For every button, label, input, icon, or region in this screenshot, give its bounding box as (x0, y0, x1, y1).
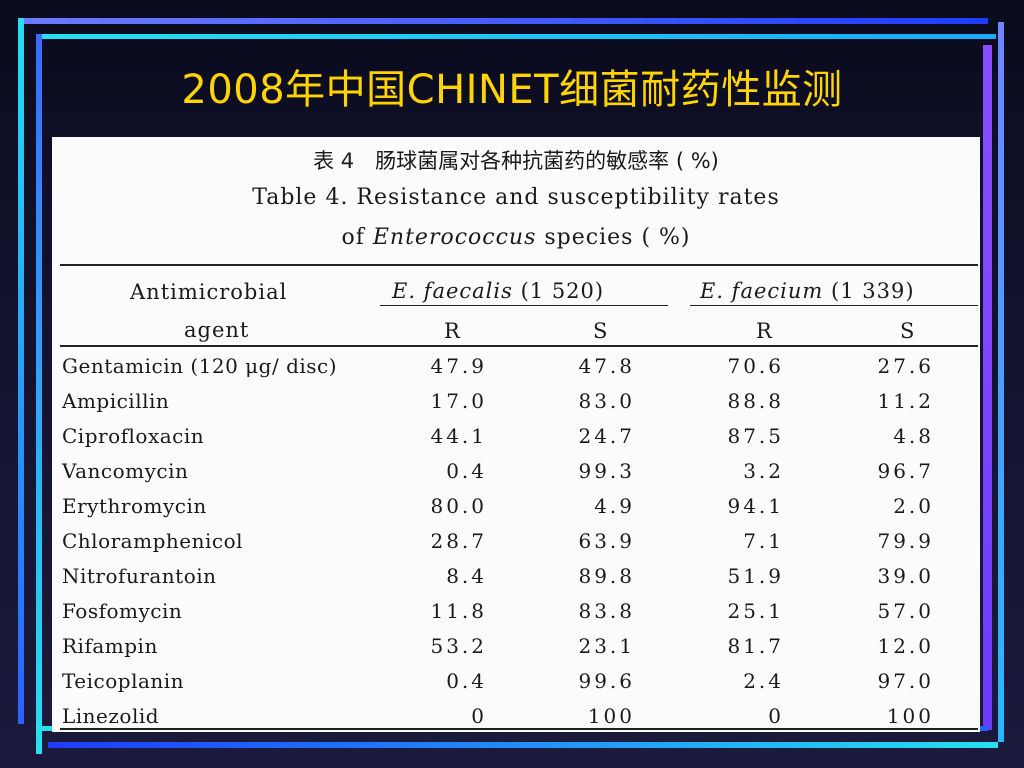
faecalis-group-rule (380, 305, 668, 306)
frame-bar-left (18, 18, 24, 724)
cell-faecium-r: 51.9 (727, 564, 784, 588)
cell-faecalis-r: 0.4 (446, 669, 487, 693)
cell-faecalis-r: 44.1 (430, 424, 487, 448)
header-agent-line1: Antimicrobial (130, 280, 288, 304)
cell-faecalis-s: 83.0 (578, 389, 635, 413)
caption-suffix: species ( %) (544, 225, 691, 250)
cell-faecium-r: 81.7 (727, 634, 784, 658)
cell-faecalis-s: 99.3 (578, 459, 635, 483)
cell-faecalis-s: 23.1 (578, 634, 635, 658)
cell-faecalis-s: 47.8 (578, 354, 635, 378)
faecium-group-rule (690, 305, 978, 306)
table-top-rule (60, 264, 978, 266)
header-agent-line2: agent (184, 318, 250, 342)
cell-faecalis-s: 63.9 (578, 529, 635, 553)
cell-faecium-r: 94.1 (727, 494, 784, 518)
cell-faecium-s: 57.0 (877, 599, 934, 623)
header-faecalis-count: (1 520) (520, 279, 605, 303)
cell-faecium-s: 2.0 (893, 494, 934, 518)
cell-faecalis-r: 80.0 (430, 494, 487, 518)
cell-faecium-r: 88.8 (727, 389, 784, 413)
cell-faecium-r: 3.2 (743, 459, 784, 483)
cell-faecium-s: 39.0 (877, 564, 934, 588)
cell-faecium-s: 100 (886, 704, 934, 728)
agent-name: Ampicillin (62, 389, 170, 413)
caption-prefix: of (341, 225, 365, 250)
header-faecium-count: (1 339) (831, 279, 915, 303)
frame-bar-top-inner (36, 34, 996, 39)
cell-faecium-s: 4.8 (893, 424, 934, 448)
table-caption-en-line1: Table 4. Resistance and susceptibility r… (252, 185, 780, 210)
header-group-faecium: E. faecium (1 339) (700, 279, 915, 303)
cell-faecium-s: 97.0 (877, 669, 934, 693)
frame-bar-right (983, 45, 992, 730)
cell-faecalis-s: 83.8 (578, 599, 635, 623)
header-faecium-r: R (756, 319, 773, 343)
header-bottom-rule (60, 345, 978, 347)
cell-faecium-s: 79.9 (877, 529, 934, 553)
agent-name: Fosfomycin (62, 599, 183, 623)
cell-faecalis-s: 89.8 (578, 564, 635, 588)
table-caption-zh: 表 4 肠球菌属对各种抗菌药的敏感率 ( %) (313, 149, 719, 173)
frame-bar-bottom (48, 742, 998, 748)
agent-name: Vancomycin (62, 459, 189, 483)
frame-bar-top (18, 18, 988, 24)
header-faecalis-r: R (444, 319, 461, 343)
cell-faecium-s: 27.6 (877, 354, 934, 378)
table-caption-en-line2: of Enterococcus species ( %) (52, 225, 980, 250)
cell-faecium-s: 96.7 (877, 459, 934, 483)
header-faecalis-name: E. faecalis (392, 279, 513, 303)
cell-faecalis-s: 4.9 (594, 494, 635, 518)
cell-faecium-r: 70.6 (727, 354, 784, 378)
agent-name: Linezolid (62, 704, 160, 728)
cell-faecalis-r: 53.2 (430, 634, 487, 658)
cell-faecalis-r: 8.4 (446, 564, 487, 588)
cell-faecium-s: 12.0 (877, 634, 934, 658)
cell-faecalis-s: 24.7 (578, 424, 635, 448)
slide-title: 2008年中国CHINET细菌耐药性监测 (181, 67, 843, 113)
cell-faecalis-r: 28.7 (430, 529, 487, 553)
cell-faecalis-r: 0.4 (446, 459, 487, 483)
cell-faecalis-r: 17.0 (430, 389, 487, 413)
caption-genus: Enterococcus (372, 225, 537, 250)
header-group-faecalis: E. faecalis (1 520) (392, 279, 604, 303)
cell-faecium-r: 7.1 (743, 529, 784, 553)
agent-name: Rifampin (62, 634, 158, 658)
agent-name: Nitrofurantoin (62, 564, 217, 588)
cell-faecium-r: 87.5 (727, 424, 784, 448)
header-faecalis-s: S (593, 319, 609, 343)
table-image: 表 4 肠球菌属对各种抗菌药的敏感率 ( %) Table 4. Resista… (52, 137, 980, 732)
cell-faecalis-r: 0 (471, 704, 487, 728)
agent-name: Chloramphenicol (62, 529, 244, 553)
table-bottom-rule (60, 728, 978, 730)
agent-name: Teicoplanin (62, 669, 185, 693)
header-faecium-name: E. faecium (700, 279, 824, 303)
cell-faecium-r: 25.1 (727, 599, 784, 623)
cell-faecalis-r: 11.8 (430, 599, 487, 623)
agent-name: Erythromycin (62, 494, 207, 518)
cell-faecium-r: 2.4 (743, 669, 784, 693)
frame-bar-right-outer (998, 22, 1004, 742)
cell-faecalis-r: 47.9 (430, 354, 487, 378)
frame-bar-left-inner (36, 34, 42, 754)
cell-faecalis-s: 99.6 (578, 669, 635, 693)
cell-faecium-s: 11.2 (877, 389, 934, 413)
header-faecium-s: S (900, 319, 916, 343)
cell-faecium-r: 0 (768, 704, 784, 728)
agent-name: Gentamicin (120 μg/ disc) (62, 354, 338, 378)
agent-name: Ciprofloxacin (62, 424, 205, 448)
cell-faecalis-s: 100 (587, 704, 635, 728)
